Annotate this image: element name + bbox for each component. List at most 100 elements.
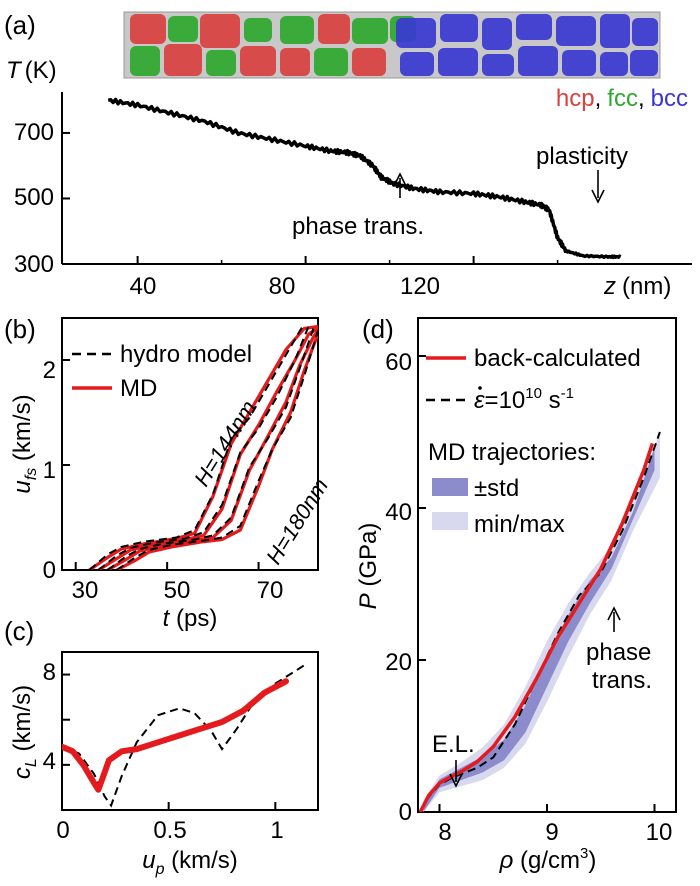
- phase-trans-label-d-2: trans.: [592, 667, 652, 694]
- snapshot-grain-bcc: [600, 52, 628, 76]
- x-tick-c-05: 0.5: [153, 817, 186, 844]
- cl-md-curve: [62, 678, 289, 793]
- snapshot-grain-hcp: [352, 48, 386, 76]
- y-tick-b-2: 2: [43, 357, 56, 384]
- snapshot-grain-hcp: [130, 14, 166, 44]
- el-arrowhead: [449, 773, 463, 788]
- legend-md-title-d: MD trajectories:: [428, 439, 596, 466]
- panel-a: (a) T (K) hcp, fcc, bcc 40 80 120 300 500 7…: [4, 10, 692, 300]
- legend-std-swatch: [432, 478, 468, 496]
- hydro-curve-1: [97, 324, 310, 570]
- snapshot-grain-bcc: [556, 16, 596, 46]
- y-tick-a-300: 300: [14, 251, 54, 278]
- plasticity-label: plasticity: [536, 143, 628, 170]
- y-axis-label-a: T (K): [6, 57, 57, 84]
- y-axis-label-d: P (GPa): [355, 523, 382, 610]
- x-tick-b-30: 30: [72, 577, 99, 604]
- x-tick-c-1: 1: [270, 817, 283, 844]
- x-tick-b-70: 70: [257, 577, 284, 604]
- legend-hcp: hcp: [556, 85, 595, 112]
- legend-fcc: fcc: [607, 85, 638, 112]
- panel-b: (b) 30 50 70 0 1 2 t (ps) ufs (km/s) hyd…: [4, 314, 333, 632]
- epsilon-dot: [478, 386, 482, 390]
- legend-bcc: bcc: [651, 85, 688, 112]
- plot-frame-c: [61, 651, 319, 811]
- x-tick-d-9: 9: [545, 819, 558, 846]
- md-curve-b-0: [88, 324, 318, 570]
- curves-c: [62, 662, 308, 808]
- phase-trans-arrowhead-d: [607, 606, 621, 621]
- phase-trans-arrowhead-a: [393, 172, 407, 187]
- snapshot-grain-bcc: [440, 14, 478, 42]
- plot-frame-b: [61, 317, 319, 571]
- hydro-curve-0: [88, 322, 306, 570]
- snapshot-grain-hcp: [280, 48, 310, 76]
- y-tick-a-700: 700: [14, 119, 54, 146]
- ticks-b: [62, 359, 260, 571]
- minmax-band: [423, 432, 660, 812]
- y-tick-b-0: 0: [43, 557, 56, 584]
- snapshot-grain-hcp: [200, 14, 240, 48]
- legend-minmax-label: min/max: [474, 511, 565, 538]
- snapshot-grains: [130, 14, 658, 76]
- snapshot-grain-bcc: [632, 18, 658, 46]
- y-tick-d-60: 60: [385, 349, 412, 376]
- snapshot-grain-bcc: [630, 50, 658, 76]
- ticks-c: [61, 673, 277, 810]
- y-tick-b-1: 1: [43, 457, 56, 484]
- legend-rate-label: ε=1010 s-1: [474, 385, 574, 414]
- hydro-curve-3: [116, 330, 318, 570]
- atomistic-snapshot: [123, 11, 661, 79]
- panel-c: (c) 0 0.5 1 4 8 up (km/s) cL (km/s): [4, 616, 319, 878]
- panel-b-label: (b): [4, 314, 36, 344]
- snapshot-grain-fcc: [130, 46, 160, 76]
- legend-back-label: back-calculated: [474, 345, 641, 372]
- ticks-a: [62, 131, 559, 265]
- legend-hydro-label: hydro model: [120, 341, 252, 368]
- bands-d: [423, 432, 660, 812]
- x-tick-c-0: 0: [56, 817, 69, 844]
- y-tick-d-20: 20: [385, 649, 412, 676]
- snapshot-grain-bcc: [438, 48, 478, 76]
- curves-d: [418, 431, 661, 812]
- y-tick-d-40: 40: [385, 499, 412, 526]
- phase-trans-label-a: phase trans.: [292, 213, 424, 240]
- panel-a-label: (a): [4, 10, 36, 40]
- x-tick-b-50: 50: [164, 577, 191, 604]
- panel-d: (d) 8 9 10 0 20 40 60 ρ (g/cm3) P (GPa) …: [355, 314, 677, 874]
- y-tick-c-8: 8: [43, 659, 56, 686]
- x-tick-a-80: 80: [269, 273, 296, 300]
- legend-md-label-b: MD: [120, 375, 157, 402]
- snapshot-grain-bcc: [600, 14, 630, 48]
- y-tick-a-500: 500: [14, 184, 54, 211]
- snapshot-grain-fcc: [206, 50, 236, 76]
- y-tick-c-4: 4: [43, 748, 56, 775]
- md-curve-b-1: [97, 327, 318, 570]
- curves-b: [88, 322, 318, 570]
- plasticity-arrowhead: [591, 189, 605, 204]
- x-tick-a-40: 40: [130, 273, 157, 300]
- snapshot-grain-fcc: [314, 48, 348, 76]
- x-tick-a-120: 120: [400, 273, 440, 300]
- phase-trans-label-d-1: phase: [586, 639, 651, 666]
- x-axis-label-c: up (km/s): [142, 847, 238, 878]
- x-tick-d-8: 8: [438, 819, 451, 846]
- legend-minmax-swatch: [432, 512, 468, 530]
- snapshot-grain-fcc: [168, 16, 198, 42]
- snapshot-grain-bcc: [396, 18, 436, 48]
- snapshot-grain-bcc: [518, 46, 558, 76]
- y-axis-label-b: ufs (km/s): [9, 394, 40, 493]
- snapshot-grain-fcc: [280, 16, 314, 44]
- snapshot-grain-bcc: [482, 54, 514, 76]
- x-axis-label-a: z (nm): [603, 273, 671, 300]
- panel-c-label: (c): [4, 616, 34, 646]
- x-axis-label-d: ρ (g/cm3): [499, 845, 597, 874]
- legend-std-label: ±std: [474, 475, 519, 502]
- snapshot-grain-hcp: [240, 46, 276, 76]
- snapshot-grain-bcc: [516, 14, 552, 40]
- snapshot-grain-fcc: [244, 18, 272, 42]
- x-axis-label-b: t (ps): [163, 605, 218, 632]
- snapshot-grain-bcc: [400, 52, 434, 76]
- snapshot-grain-fcc: [352, 18, 388, 44]
